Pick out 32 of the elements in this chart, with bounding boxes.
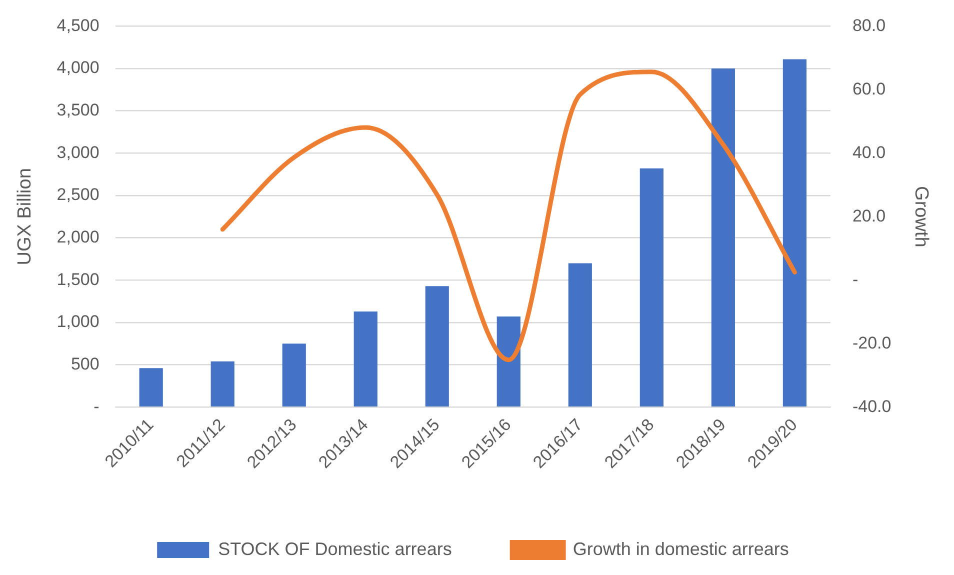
- y2-tick-label: -40.0: [852, 396, 892, 416]
- y2-axis-title: Growth: [910, 186, 932, 248]
- y-tick-label: 2,000: [56, 228, 100, 247]
- bar: [425, 286, 449, 406]
- y2-tick-label: 80.0: [852, 16, 886, 35]
- bar: [496, 316, 520, 406]
- y-tick-label: 3,000: [56, 142, 100, 162]
- y-axis-title: UGX Billion: [14, 168, 36, 266]
- y-tick-label: 2,500: [56, 185, 100, 204]
- bar: [354, 311, 378, 406]
- y-tick-label: 4,500: [56, 16, 100, 35]
- y2-tick-label: -: [852, 270, 858, 289]
- line-series: [220, 70, 797, 362]
- y2-tick-label: 40.0: [852, 142, 886, 162]
- y2-tick-label: -20.0: [852, 333, 892, 352]
- bar: [210, 361, 234, 406]
- y-tick-label: 1,500: [56, 270, 100, 289]
- y2-tick-label: 60.0: [852, 79, 886, 98]
- y-tick-label: 1,000: [56, 312, 100, 332]
- y-tick-label: -: [94, 396, 100, 416]
- bar: [711, 68, 735, 406]
- y-tick-label: 500: [70, 354, 100, 374]
- bar: [139, 368, 163, 406]
- bar: [282, 344, 306, 406]
- y-tick-label: 3,500: [56, 100, 100, 120]
- y2-tick-label: 20.0: [852, 206, 886, 226]
- bar: [782, 59, 806, 406]
- bar: [640, 168, 664, 406]
- y-tick-label: 4,000: [56, 58, 100, 78]
- legend-label: Growth in domestic arrears: [572, 538, 789, 559]
- bar: [568, 263, 592, 406]
- legend-label: STOCK OF Domestic arrears: [218, 538, 452, 559]
